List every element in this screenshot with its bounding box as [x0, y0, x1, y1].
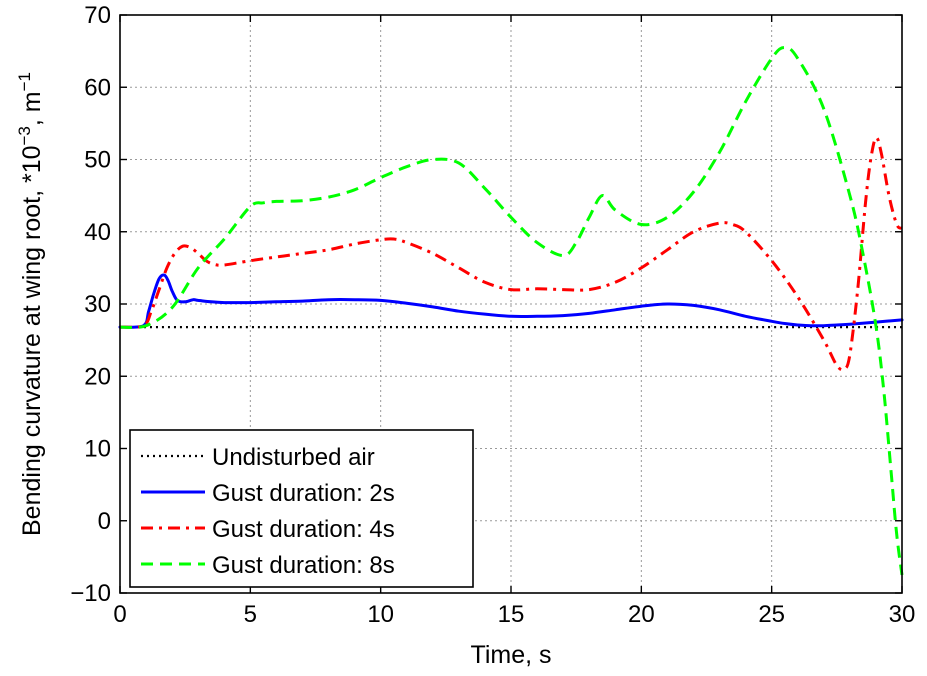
y-axis-label: Bending curvature at wing root, *10−3, m…: [15, 72, 46, 536]
x-tick-label: 15: [498, 601, 525, 628]
x-tick-label: 10: [367, 601, 394, 628]
y-tick-label: 0: [98, 508, 111, 535]
x-tick-label: 30: [889, 601, 916, 628]
x-tick-label: 20: [628, 601, 655, 628]
series-gust-duration-2s-line: [118, 273, 904, 329]
y-tick-label: −10: [70, 580, 111, 607]
legend: Undisturbed air Gust duration: 2s Gust dur…: [129, 429, 474, 588]
y-axis-label-main: Bending curvature at wing root, *10: [18, 145, 46, 536]
x-tick-label: 5: [244, 601, 257, 628]
x-tick-label: 0: [113, 601, 126, 628]
y-tick-label: 20: [84, 363, 111, 390]
y-tick-label: 70: [84, 2, 111, 29]
y-tick-label: 50: [84, 147, 111, 174]
y-tick-label: 60: [84, 74, 111, 101]
y-axis-label-unit: , m: [18, 91, 46, 126]
x-axis-label: Time, s: [470, 641, 551, 669]
series-gust-duration-4s-line: [119, 136, 903, 372]
legend-label: Gust duration: 2s: [212, 480, 395, 507]
y-tick-label: 30: [84, 291, 111, 318]
series-gust-duration-8s-line: [119, 46, 904, 576]
legend-box: [129, 429, 474, 588]
y-axis-label-exponent: −3: [15, 126, 34, 145]
y-axis-label-unit-exponent: −1: [15, 72, 34, 91]
legend-label: Undisturbed air: [212, 444, 375, 471]
legend-label: Gust duration: 8s: [212, 552, 395, 579]
legend-label: Gust duration: 4s: [212, 516, 395, 543]
series-layer: [118, 46, 904, 576]
y-tick-label: 10: [84, 436, 111, 463]
y-tick-label: 40: [84, 219, 111, 246]
x-tick-label: 25: [758, 601, 785, 628]
